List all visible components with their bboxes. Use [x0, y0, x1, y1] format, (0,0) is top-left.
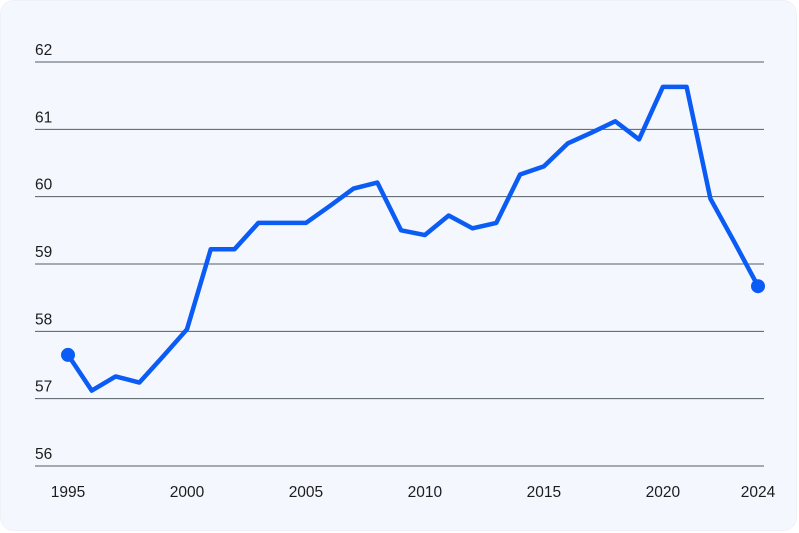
x-tick-label: 2005: [289, 484, 323, 501]
y-tick-label: 56: [35, 446, 52, 463]
start-point-marker: [61, 347, 75, 362]
grid-lines: [35, 61, 764, 467]
y-tick-label: 59: [35, 244, 52, 261]
x-axis-ticks: 1995 2000 2005 2010 2015 2020 2024: [51, 484, 776, 501]
x-tick-label: 2010: [408, 484, 443, 501]
end-point-marker: [751, 279, 765, 294]
y-tick-label: 57: [35, 379, 52, 396]
x-tick-label: 1995: [51, 484, 85, 501]
x-tick-label: 2015: [527, 484, 561, 501]
y-tick-label: 61: [35, 109, 52, 126]
x-tick-label: 2020: [646, 484, 681, 501]
y-tick-label: 58: [35, 311, 52, 328]
x-tick-label: 2024: [741, 484, 776, 501]
series-line: [65, 84, 761, 393]
y-tick-label: 62: [35, 42, 52, 59]
x-tick-label: 2000: [170, 484, 205, 501]
y-axis-ticks: 56 57 58 59 60 61 62: [35, 42, 53, 463]
y-tick-label: 60: [35, 177, 53, 194]
series-layer: [61, 84, 765, 393]
